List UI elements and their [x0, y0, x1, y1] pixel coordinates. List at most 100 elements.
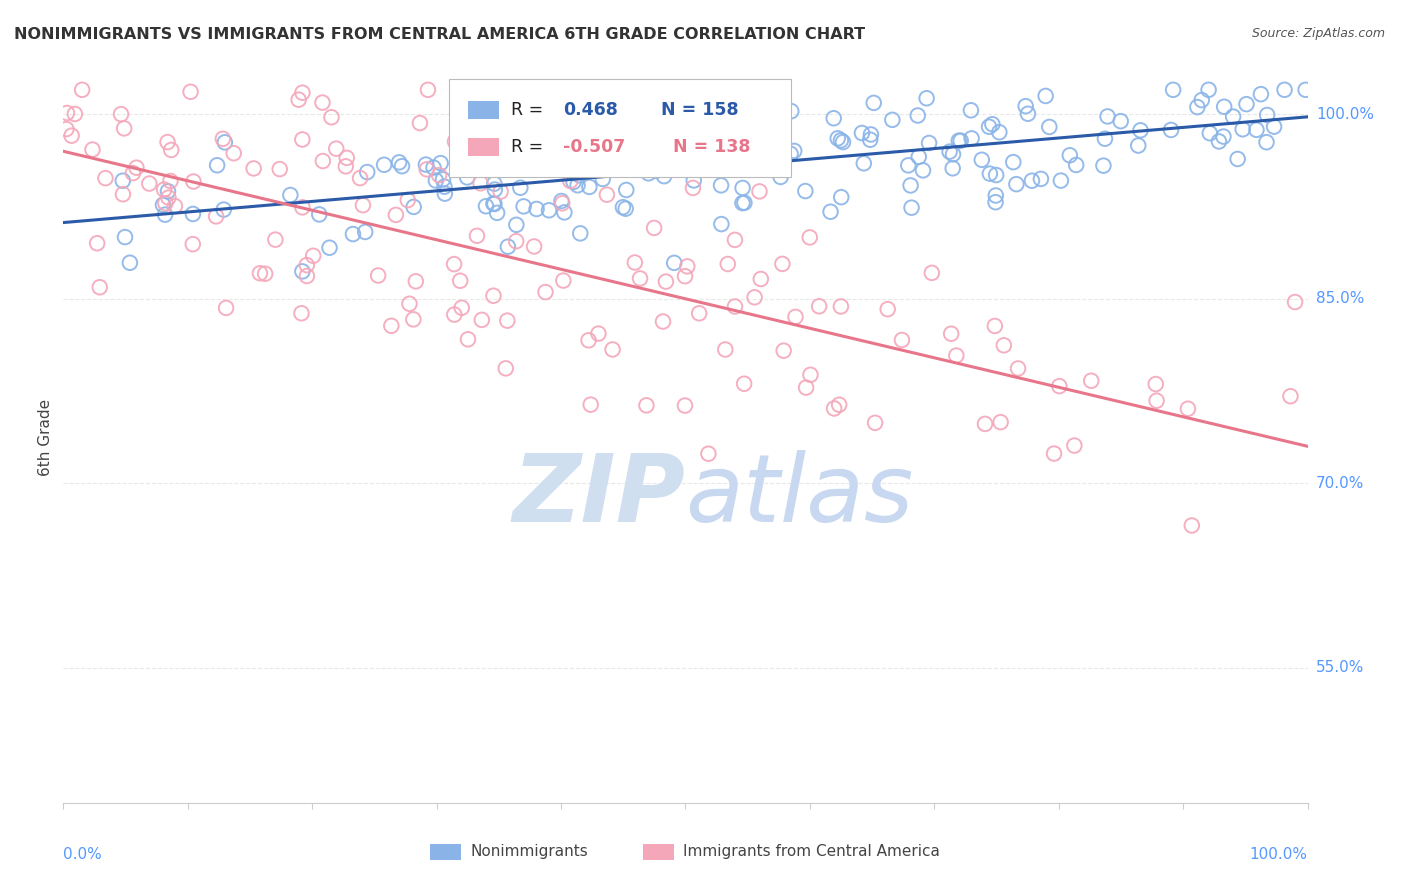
- Point: [830, 133, 852, 147]
- Point: [948, 134, 970, 148]
- Bar: [468, 101, 499, 120]
- Point: [942, 147, 965, 161]
- Point: [427, 168, 450, 182]
- Point: [391, 159, 413, 173]
- Point: [367, 268, 389, 283]
- Point: [1021, 174, 1043, 188]
- Point: [422, 161, 444, 175]
- Point: [981, 117, 1004, 131]
- Point: [614, 183, 637, 197]
- Point: [862, 95, 884, 110]
- Point: [830, 190, 852, 204]
- Point: [1274, 83, 1296, 97]
- Point: [560, 174, 582, 188]
- Point: [56, 106, 79, 120]
- Point: [523, 239, 546, 253]
- Point: [724, 300, 747, 314]
- Point: [748, 185, 770, 199]
- Text: NONIMMIGRANTS VS IMMIGRANTS FROM CENTRAL AMERICA 6TH GRADE CORRELATION CHART: NONIMMIGRANTS VS IMMIGRANTS FROM CENTRAL…: [14, 27, 865, 42]
- Point: [312, 154, 335, 169]
- Point: [984, 168, 1007, 182]
- Point: [823, 112, 845, 126]
- Point: [863, 416, 886, 430]
- Text: 0.468: 0.468: [564, 101, 619, 120]
- Text: 55.0%: 55.0%: [1316, 660, 1364, 675]
- Point: [602, 343, 624, 357]
- Point: [222, 146, 245, 161]
- Point: [349, 171, 371, 186]
- Point: [82, 143, 104, 157]
- Point: [942, 161, 965, 176]
- Point: [733, 195, 755, 210]
- Point: [302, 249, 325, 263]
- Point: [443, 257, 465, 271]
- Point: [652, 169, 675, 184]
- Point: [900, 201, 922, 215]
- Point: [799, 368, 821, 382]
- Point: [405, 274, 427, 288]
- Point: [486, 206, 509, 220]
- Point: [1050, 173, 1073, 187]
- Text: N = 158: N = 158: [661, 101, 738, 120]
- Point: [163, 199, 186, 213]
- Point: [1005, 177, 1028, 191]
- Point: [471, 313, 494, 327]
- Point: [1222, 110, 1244, 124]
- Point: [614, 202, 637, 216]
- Point: [60, 128, 83, 143]
- Point: [664, 256, 686, 270]
- Point: [1208, 135, 1230, 149]
- Point: [1059, 148, 1081, 162]
- Point: [945, 349, 967, 363]
- Point: [1226, 152, 1249, 166]
- Point: [699, 131, 721, 145]
- Point: [1035, 89, 1057, 103]
- Point: [1146, 393, 1168, 408]
- Point: [212, 202, 235, 217]
- Point: [70, 83, 93, 97]
- Point: [1092, 159, 1115, 173]
- Point: [578, 333, 600, 347]
- Point: [429, 156, 451, 170]
- Bar: [643, 844, 675, 860]
- Point: [911, 163, 934, 178]
- Point: [697, 447, 720, 461]
- Point: [505, 234, 527, 248]
- Point: [373, 158, 395, 172]
- Point: [1038, 120, 1060, 134]
- Point: [1002, 155, 1025, 169]
- Point: [118, 256, 141, 270]
- Point: [249, 266, 271, 280]
- Point: [749, 272, 772, 286]
- Point: [780, 104, 803, 119]
- Point: [496, 313, 519, 327]
- Point: [509, 180, 531, 194]
- Point: [336, 151, 359, 165]
- Text: R =: R =: [512, 137, 548, 156]
- Point: [484, 197, 506, 211]
- Point: [808, 299, 831, 313]
- Text: atlas: atlas: [686, 450, 914, 541]
- Point: [799, 230, 821, 244]
- Point: [960, 131, 983, 145]
- Point: [645, 164, 668, 178]
- Point: [783, 144, 806, 158]
- Point: [1160, 123, 1182, 137]
- Point: [291, 132, 314, 146]
- Point: [974, 417, 997, 431]
- Point: [409, 116, 432, 130]
- Point: [569, 138, 592, 153]
- Point: [993, 338, 1015, 352]
- Point: [897, 158, 920, 172]
- Point: [269, 162, 291, 177]
- Point: [1047, 379, 1070, 393]
- Point: [1063, 438, 1085, 452]
- Point: [1015, 99, 1038, 113]
- Point: [859, 128, 882, 142]
- Point: [291, 86, 314, 100]
- Point: [900, 178, 922, 193]
- Point: [1129, 123, 1152, 137]
- Point: [512, 199, 534, 213]
- Point: [396, 193, 419, 207]
- Point: [612, 200, 634, 214]
